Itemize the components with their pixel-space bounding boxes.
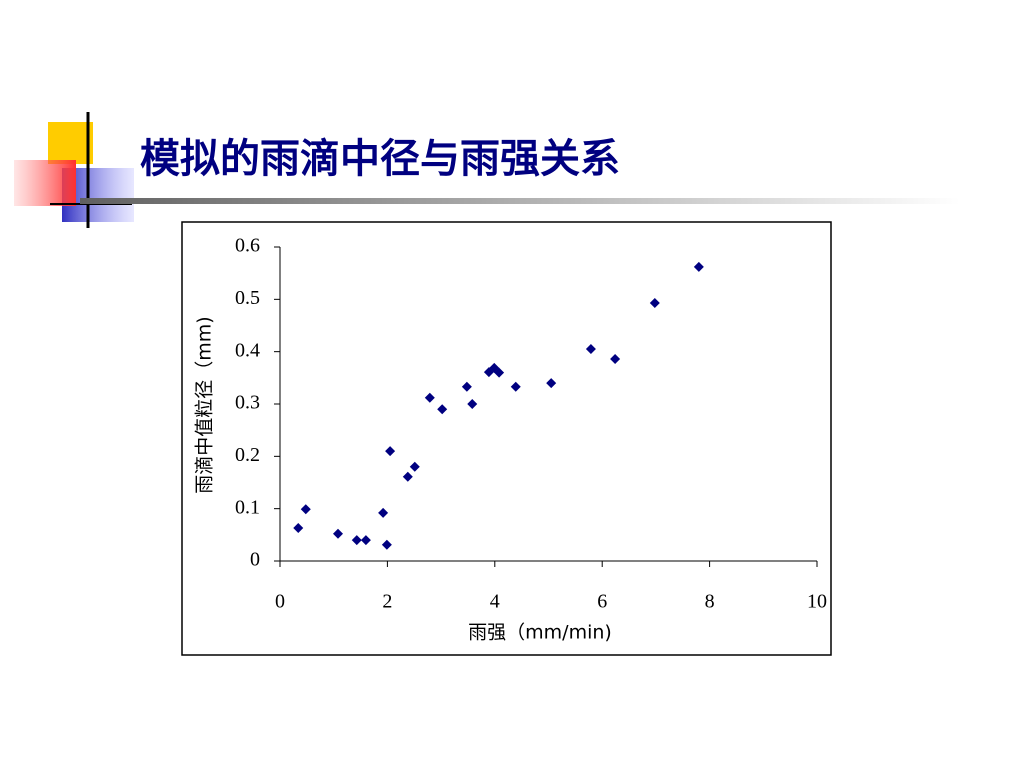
point: [494, 367, 505, 378]
point: [300, 504, 311, 515]
point: [332, 528, 343, 539]
point: [402, 471, 413, 482]
point: [437, 404, 448, 415]
x-tick-label: 8: [705, 591, 715, 613]
x-tick-label: 2: [382, 591, 392, 613]
chart-frame: [181, 221, 832, 656]
y-tick-label: 0.5: [235, 287, 260, 309]
point: [293, 523, 304, 534]
point: [385, 446, 396, 457]
point: [461, 381, 472, 392]
x-tick-label: 10: [807, 591, 827, 613]
point: [378, 507, 389, 518]
y-tick-label: 0.6: [235, 235, 260, 257]
point: [585, 344, 596, 355]
y-tick-label: 0.1: [235, 496, 260, 518]
y-axis-label: 雨滴中值粒径（mm): [194, 316, 216, 493]
deco: [14, 160, 76, 206]
y-tick-label: 0.3: [235, 392, 260, 414]
y-tick-label: 0.4: [235, 339, 260, 361]
point: [649, 297, 660, 308]
point: [693, 261, 704, 272]
point: [381, 539, 392, 550]
y-tick-label: 0.2: [235, 444, 260, 466]
point: [510, 381, 521, 392]
chart-title: 模拟的雨滴中径与雨强关系: [140, 136, 620, 182]
x-axis-label: 雨强（mm/min): [468, 622, 612, 644]
point: [424, 392, 435, 403]
x-tick-label: 4: [490, 591, 500, 613]
x-tick-label: 6: [597, 591, 607, 613]
point: [467, 399, 478, 409]
point: [610, 353, 621, 364]
point: [360, 535, 371, 546]
point: [409, 461, 420, 472]
deco: [48, 122, 93, 164]
y-tick-label: 0: [250, 549, 260, 571]
point: [546, 378, 557, 389]
deco: [80, 198, 960, 204]
point: [351, 535, 362, 546]
x-tick-label: 0: [275, 591, 285, 613]
